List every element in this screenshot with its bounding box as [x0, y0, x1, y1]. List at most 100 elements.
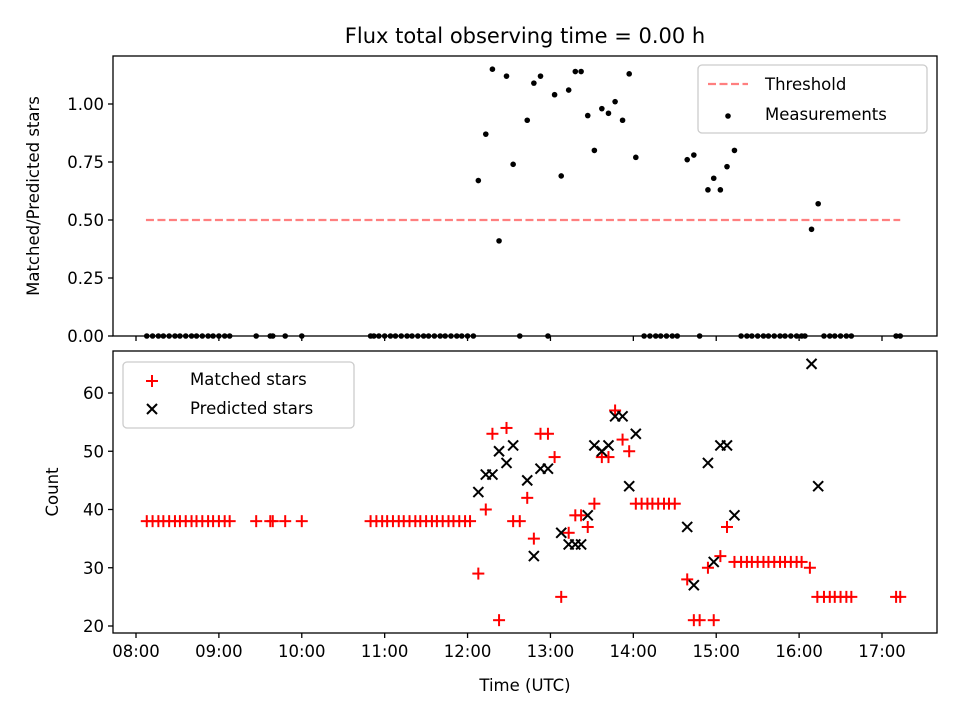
bottom-y-tick-label: 40 — [83, 501, 104, 520]
measurement-point — [524, 117, 531, 124]
measurement-point — [717, 187, 724, 193]
top-legend: Threshold Measurements — [697, 64, 928, 134]
matched-star-point — [295, 515, 308, 528]
matched-star-point — [527, 532, 540, 545]
matched-star-point — [493, 614, 506, 627]
measurement-point — [531, 80, 537, 86]
matched-star-point — [795, 555, 808, 568]
legend-matched-label: Matched stars — [190, 370, 307, 389]
measurement-point — [808, 226, 815, 233]
bottom-x-tick-label: 15:00 — [692, 642, 740, 661]
top-y-axis-label: Matched/Predicted stars — [24, 96, 43, 296]
predicted-star-point — [708, 556, 720, 568]
predicted-star-point — [688, 579, 700, 591]
measurement-point — [599, 105, 605, 112]
bottom-x-tick-label: 17:00 — [858, 642, 906, 661]
matched-star-point — [720, 520, 733, 533]
bottom-plot-area: 08:00 09:00 10:00 11:00 12:00 13:00 14:00 15:00… — [83, 350, 938, 661]
matched-star-point — [714, 550, 727, 563]
bottom-legend-frame — [122, 361, 355, 429]
matched-star-point — [548, 451, 561, 464]
predicted-star-point — [728, 509, 741, 522]
legend-measurements-label: Measurements — [765, 105, 887, 124]
matched-star-point — [693, 614, 706, 627]
bottom-x-tick-label: 08:00 — [112, 642, 160, 661]
measurement-point — [626, 71, 632, 77]
measurement-point — [724, 163, 730, 170]
predicted-star-point — [812, 480, 824, 492]
measurement-point — [510, 161, 516, 168]
bottom-x-tick-label: 10:00 — [278, 642, 326, 661]
matched-star-point — [575, 509, 588, 522]
measurement-point — [475, 177, 482, 184]
matched-star-point — [562, 526, 575, 539]
measurement-point — [489, 66, 496, 72]
top-y-tick-label: 0.25 — [67, 269, 104, 288]
measurement-point — [710, 175, 717, 182]
matched-star-point — [555, 590, 568, 603]
matched-star-point — [845, 590, 858, 603]
predicted-star-point — [575, 538, 587, 551]
measurement-point — [558, 173, 565, 179]
matched-star-point — [250, 515, 263, 528]
bottom-series-predicted-stars — [472, 358, 824, 591]
measurement-point — [691, 152, 697, 158]
bottom-y-tick-label: 20 — [83, 617, 104, 636]
predicted-star-point — [721, 439, 733, 452]
matched-star-point — [616, 433, 629, 446]
measurement-point — [612, 98, 618, 105]
bottom-x-tick-label: 14:00 — [610, 642, 658, 661]
predicted-star-point — [500, 457, 513, 469]
top-legend-frame — [697, 64, 928, 134]
measurement-point — [578, 68, 584, 75]
predicted-star-point — [555, 527, 567, 539]
measurement-point — [684, 156, 691, 163]
measurement-point — [482, 131, 489, 137]
top-chart-title: Flux total observing time = 0.00 h — [345, 24, 705, 48]
matched-star-point — [623, 445, 636, 458]
predicted-star-point — [521, 474, 533, 487]
bottom-series-matched-stars — [140, 404, 907, 627]
predicted-star-point — [805, 358, 818, 370]
measurement-point — [633, 154, 639, 161]
top-series-measurements — [143, 66, 904, 339]
bottom-y-tick-label: 30 — [83, 559, 104, 578]
legend-threshold-label: Threshold — [764, 75, 846, 94]
bottom-y-axis-label: Count — [43, 467, 62, 517]
bottom-y-tick-label: 60 — [83, 384, 104, 403]
matched-star-point — [521, 491, 534, 504]
predicted-star-point — [681, 521, 693, 533]
measurement-point — [565, 87, 572, 93]
measurement-point — [584, 112, 591, 119]
top-y-tick-label: 1.00 — [67, 95, 104, 114]
matched-star-point — [707, 614, 720, 627]
matched-star-point — [681, 573, 694, 586]
matched-star-point — [513, 515, 526, 528]
top-axes-frame — [112, 55, 938, 337]
bottom-x-tick-label: 11:00 — [361, 642, 409, 661]
predicted-star-point — [616, 410, 629, 423]
matched-star-point — [668, 497, 681, 510]
matched-star-point — [500, 421, 513, 434]
matched-star-point — [541, 427, 554, 440]
predicted-star-point — [472, 486, 485, 498]
matched-star-point — [602, 451, 615, 464]
matched-star-point — [472, 567, 485, 580]
bottom-y-tick-label: 50 — [83, 442, 104, 461]
matched-star-point — [279, 515, 292, 528]
predicted-star-point — [507, 439, 519, 452]
predicted-star-point — [623, 480, 635, 492]
legend-predicted-label: Predicted stars — [190, 399, 313, 418]
measurement-point — [551, 91, 558, 98]
measurement-point — [619, 117, 626, 124]
measurement-point — [591, 147, 598, 154]
matched-star-point — [223, 515, 236, 528]
x-axis-label: Time (UTC) — [478, 676, 570, 695]
bottom-x-tick-label: 09:00 — [195, 642, 243, 661]
predicted-star-point — [588, 439, 601, 452]
matched-star-point — [464, 515, 477, 528]
top-y-tick-label: 0.75 — [67, 153, 104, 172]
legend-measurements-swatch — [725, 113, 731, 119]
predicted-star-point — [630, 428, 642, 440]
measurement-point — [731, 147, 738, 154]
